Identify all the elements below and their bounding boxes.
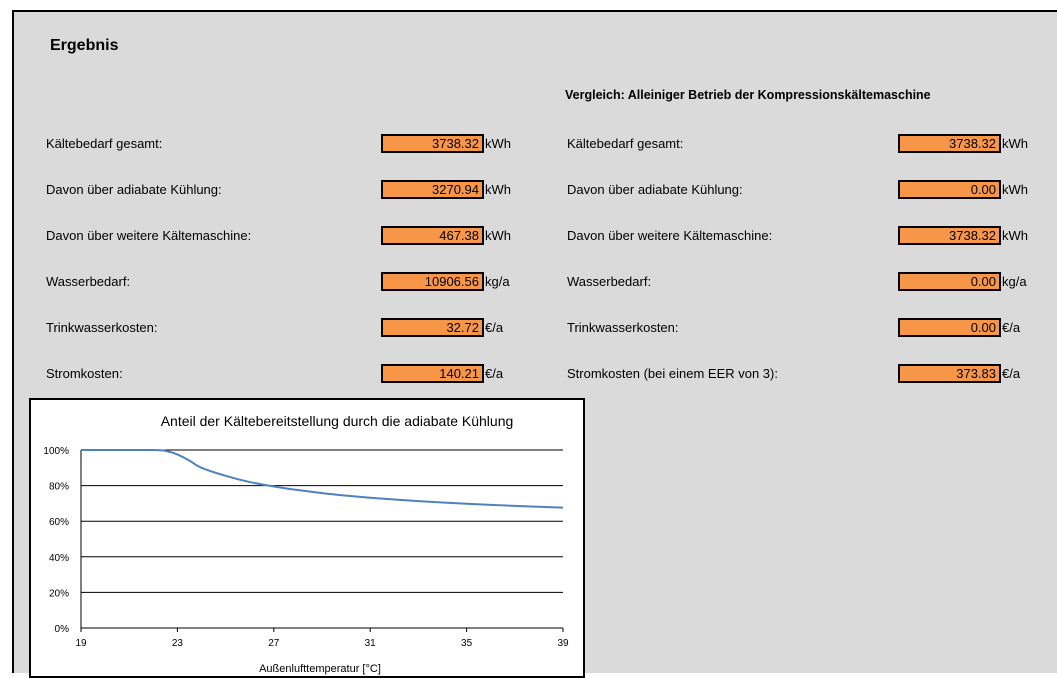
result-unit: €/a: [485, 320, 504, 335]
chart-title: Anteil der Kältebereitstellung durch die…: [161, 413, 514, 429]
result-label: Trinkwasserkosten:: [46, 320, 158, 335]
x-tick-label: 31: [365, 638, 377, 649]
comparison-value-cell[interactable]: 0.00: [898, 272, 1001, 291]
comparison-value-cell[interactable]: 3738.32: [898, 226, 1001, 245]
x-axis-ticks: 19 23 27 31 35 39: [75, 628, 569, 649]
comparison-unit: €/a: [1002, 320, 1021, 335]
y-tick-label: 60%: [49, 517, 69, 528]
comparison-unit: kWh: [1002, 136, 1028, 151]
result-unit: kg/a: [485, 274, 510, 289]
result-label: Stromkosten:: [46, 366, 123, 381]
y-axis-ticks: 0% 20% 40% 60% 80% 100%: [43, 446, 69, 635]
y-tick-label: 40%: [49, 553, 69, 564]
chart-grid: [80, 449, 563, 629]
line-chart: Anteil der Kältebereitstellung durch die…: [43, 413, 569, 675]
result-label: Davon über weitere Kältemaschine:: [46, 228, 252, 243]
result-value-cell[interactable]: 3270.94: [381, 180, 484, 199]
comparison-unit: €/a: [1002, 366, 1021, 381]
y-tick-label: 20%: [49, 588, 69, 599]
y-tick-label: 0%: [55, 624, 70, 635]
comparison-label: Davon über adiabate Kühlung:: [567, 182, 743, 197]
x-tick-label: 23: [172, 638, 184, 649]
series-line: [81, 448, 564, 509]
comparison-label: Kältebedarf gesamt:: [567, 136, 684, 151]
comparison-label: Wasserbedarf:: [567, 274, 652, 289]
x-tick-label: 27: [268, 638, 280, 649]
result-label: Davon über adiabate Kühlung:: [46, 182, 222, 197]
x-tick-label: 19: [75, 638, 87, 649]
result-value-cell[interactable]: 32.72: [381, 318, 484, 337]
result-label: Wasserbedarf:: [46, 274, 131, 289]
result-label: Kältebedarf gesamt:: [46, 136, 163, 151]
result-unit: kWh: [485, 228, 511, 243]
comparison-unit: kWh: [1002, 182, 1028, 197]
comparison-label: Davon über weitere Kältemaschine:: [567, 228, 773, 243]
comparison-unit: kWh: [1002, 228, 1028, 243]
chart-container[interactable]: Anteil der Kältebereitstellung durch die…: [29, 398, 585, 678]
x-axis-label: Außenlufttemperatur [°C]: [259, 663, 381, 675]
result-value-cell[interactable]: 10906.56: [381, 272, 484, 291]
results-title: Ergebnis: [50, 37, 119, 54]
result-unit: €/a: [485, 366, 504, 381]
comparison-unit: kg/a: [1002, 274, 1027, 289]
y-tick-label: 100%: [43, 446, 69, 457]
comparison-label: Stromkosten (bei einem EER von 3):: [567, 366, 778, 381]
comparison-heading: Vergleich: Alleiniger Betrieb der Kompre…: [565, 88, 931, 102]
result-unit: kWh: [485, 182, 511, 197]
chart-series: [81, 448, 564, 509]
y-tick-label: 80%: [49, 482, 69, 493]
x-tick-label: 35: [461, 638, 473, 649]
comparison-value-cell[interactable]: 0.00: [898, 318, 1001, 337]
result-unit: kWh: [485, 136, 511, 151]
result-value-cell[interactable]: 140.21: [381, 364, 484, 383]
comparison-label: Trinkwasserkosten:: [567, 320, 679, 335]
x-tick-label: 39: [557, 638, 569, 649]
comparison-value-cell[interactable]: 373.83: [898, 364, 1001, 383]
comparison-value-cell[interactable]: 0.00: [898, 180, 1001, 199]
result-value-cell[interactable]: 467.38: [381, 226, 484, 245]
result-value-cell[interactable]: 3738.32: [381, 134, 484, 153]
comparison-value-cell[interactable]: 3738.32: [898, 134, 1001, 153]
